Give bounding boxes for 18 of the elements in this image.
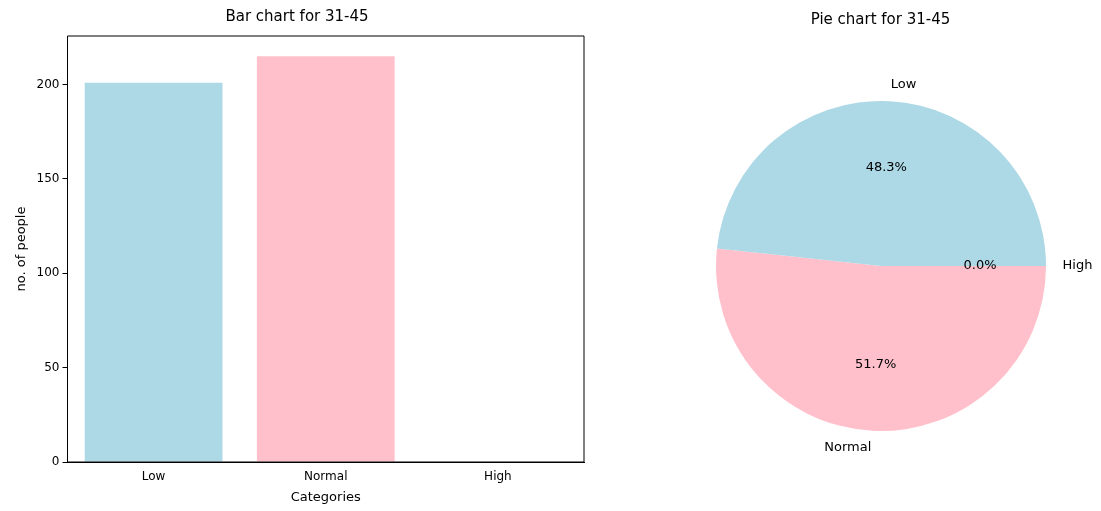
- y-tick-label: 0: [51, 454, 60, 469]
- y-tick-label: 200: [36, 76, 60, 91]
- x-tick-label: High: [484, 469, 512, 484]
- slice-label: Normal: [824, 438, 872, 454]
- category-label: High: [1062, 257, 1093, 273]
- slice-label: Low: [890, 76, 917, 92]
- y-tick-label: 50: [44, 359, 60, 374]
- x-axis-title: Categories: [290, 488, 362, 504]
- x-tick-label: Normal: [304, 469, 348, 484]
- x-tick-label: Low: [141, 469, 166, 484]
- data-label: 51.7%: [855, 356, 897, 372]
- chart-title: Pie chart for 31-45: [810, 9, 951, 28]
- y-tick-label: 150: [36, 171, 60, 186]
- y-tick-label: 100: [36, 265, 60, 280]
- chart-title: Bar chart for 31-45: [225, 6, 369, 25]
- data-label: 48.3%: [865, 158, 907, 174]
- y-axis-title: no. of people: [13, 206, 29, 292]
- text: 0.0%: [963, 257, 997, 273]
